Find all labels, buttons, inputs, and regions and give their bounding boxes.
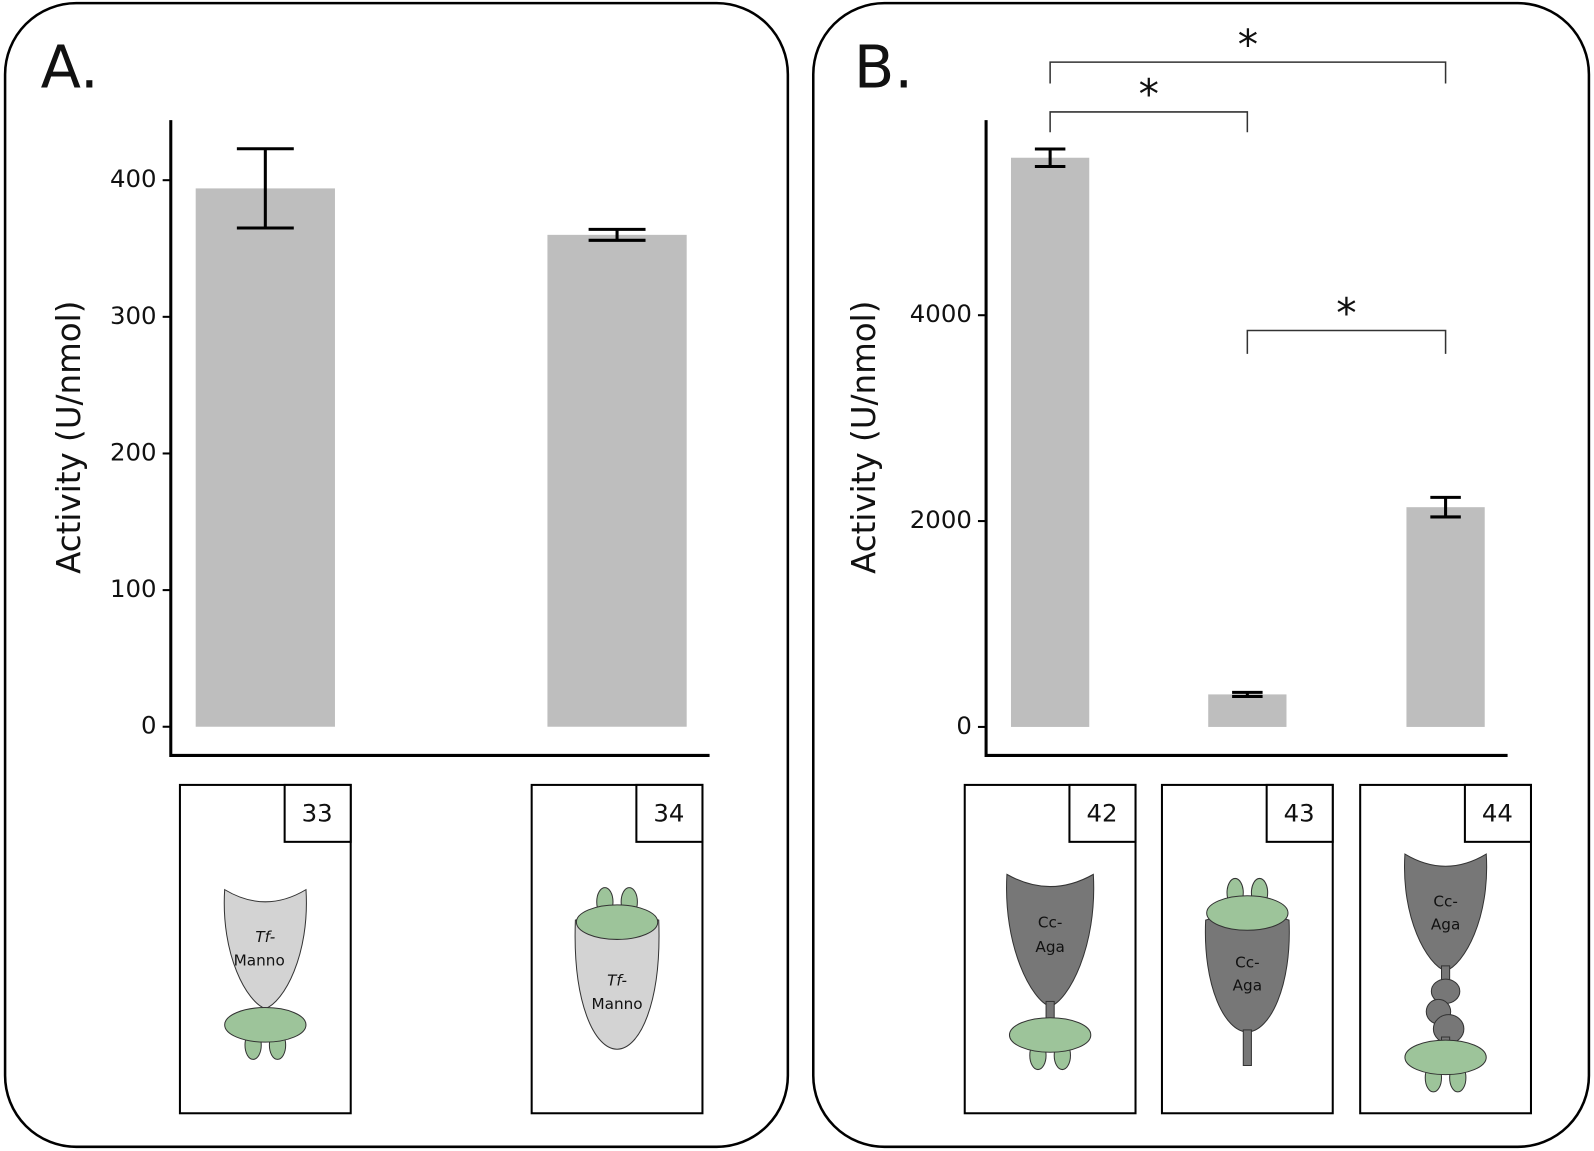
- domain-label: Aga: [1035, 938, 1064, 956]
- domain-label: Cc-: [1235, 953, 1260, 971]
- construct-number: 33: [302, 798, 333, 827]
- error-bar: [1232, 690, 1263, 698]
- y-axis-label: Activity (U/nmol): [50, 301, 88, 574]
- y-tick-label: 200: [110, 437, 157, 466]
- error-bar: [588, 227, 646, 242]
- domain-label: Manno: [234, 951, 285, 969]
- y-tick-label: 400: [110, 164, 157, 193]
- y-axis-label: Activity (U/nmol): [845, 301, 883, 574]
- error-bar: [236, 147, 294, 230]
- bar: [1010, 157, 1090, 727]
- binding-domain: [1206, 895, 1289, 931]
- significance-label: *: [1238, 21, 1258, 69]
- y-tick-label: 0: [141, 711, 157, 740]
- y-tick-label: 0: [956, 711, 972, 740]
- binding-domain: [1404, 1039, 1487, 1076]
- number-box: [283, 783, 352, 843]
- bar: [547, 234, 687, 727]
- domain-label: Cc-: [1433, 892, 1458, 910]
- construct-number: 44: [1482, 798, 1513, 827]
- construct-number: 42: [1086, 798, 1117, 827]
- significance-label: *: [1139, 71, 1159, 119]
- domain-shape: [1404, 853, 1488, 972]
- y-tick-label: 2000: [910, 505, 972, 534]
- axis-line: [984, 120, 1508, 757]
- linker: [1242, 1029, 1252, 1067]
- binding-domain: [575, 904, 659, 940]
- significance-bracket: [1246, 329, 1447, 354]
- domain-shape: [1006, 873, 1095, 1008]
- domain-label: Aga: [1431, 916, 1460, 934]
- domain-label: Tf-: [255, 928, 275, 946]
- number-box: [1068, 783, 1137, 843]
- binding-domain: [224, 1007, 307, 1043]
- domain-label: Aga: [1233, 977, 1262, 995]
- bar: [1406, 507, 1485, 727]
- panel-title: A.: [41, 32, 99, 101]
- domain-label: Manno: [592, 995, 643, 1013]
- domain-shape: [223, 888, 307, 1010]
- error-bar: [1034, 147, 1066, 169]
- significance-bracket: [1049, 111, 1249, 133]
- y-tick-label: 4000: [910, 299, 972, 328]
- y-tick-label: 300: [110, 301, 157, 330]
- number-box: [1463, 783, 1532, 843]
- significance-label: *: [1336, 289, 1356, 337]
- panel-title: B.: [854, 32, 913, 101]
- error-bar: [1430, 495, 1461, 519]
- number-box: [635, 783, 704, 843]
- construct-number: 34: [653, 798, 684, 827]
- domain-label: Tf-: [607, 972, 627, 990]
- bar: [1208, 694, 1287, 727]
- significance-bracket: [1049, 61, 1447, 84]
- domain-label: Cc-: [1038, 914, 1063, 932]
- panel-frame: [3, 1, 790, 1149]
- axis-line: [169, 120, 710, 757]
- y-tick-label: 100: [110, 574, 157, 603]
- bar: [195, 188, 335, 727]
- binding-domain: [1008, 1017, 1092, 1053]
- number-box: [1265, 783, 1334, 843]
- construct-number: 43: [1284, 798, 1315, 827]
- panel-frame: [811, 1, 1591, 1149]
